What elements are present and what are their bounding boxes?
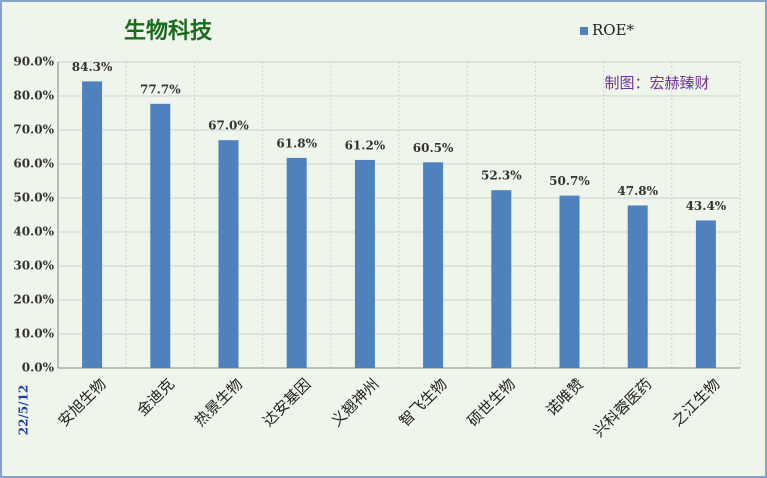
bar: [354, 159, 375, 368]
y-tick-label: 80.0%: [13, 89, 54, 103]
bar: [82, 81, 103, 368]
date-label: 22/5/12: [17, 385, 31, 436]
value-label: 43.4%: [686, 199, 727, 213]
y-tick-label: 70.0%: [13, 123, 54, 137]
y-tick-label: 50.0%: [13, 191, 54, 205]
value-label: 67.0%: [208, 119, 249, 133]
value-label: 84.3%: [72, 60, 113, 74]
bar: [423, 162, 444, 368]
bar: [491, 190, 512, 368]
bar: [695, 220, 716, 368]
annotation: 制图：宏赫臻财: [604, 74, 709, 92]
y-tick-label: 60.0%: [13, 157, 54, 171]
y-tick-label: 90.0%: [13, 55, 54, 69]
chart-title: 生物科技: [124, 18, 213, 44]
value-label: 47.8%: [617, 184, 658, 198]
y-tick-label: 30.0%: [13, 259, 54, 273]
y-tick-label: 20.0%: [13, 293, 54, 307]
value-label: 52.3%: [481, 169, 522, 183]
bar: [286, 157, 307, 368]
bar: [559, 195, 580, 368]
y-tick-label: 40.0%: [13, 225, 54, 239]
value-label: 50.7%: [549, 174, 590, 188]
y-tick-label: 0.0%: [22, 361, 55, 375]
value-label: 77.7%: [140, 82, 181, 96]
bar: [150, 103, 171, 368]
legend-swatch: [580, 27, 588, 35]
bar: [218, 140, 239, 368]
value-label: 61.8%: [276, 136, 317, 150]
y-tick-label: 10.0%: [13, 327, 54, 341]
value-label: 61.2%: [345, 138, 386, 152]
legend-label: ROE*: [592, 21, 635, 39]
value-label: 60.5%: [413, 141, 454, 155]
bar: [627, 205, 648, 368]
